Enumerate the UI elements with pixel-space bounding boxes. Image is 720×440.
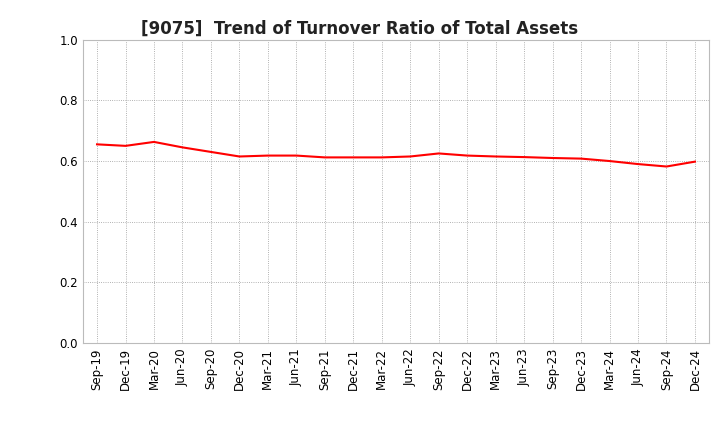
Text: [9075]  Trend of Turnover Ratio of Total Assets: [9075] Trend of Turnover Ratio of Total … xyxy=(141,20,579,38)
